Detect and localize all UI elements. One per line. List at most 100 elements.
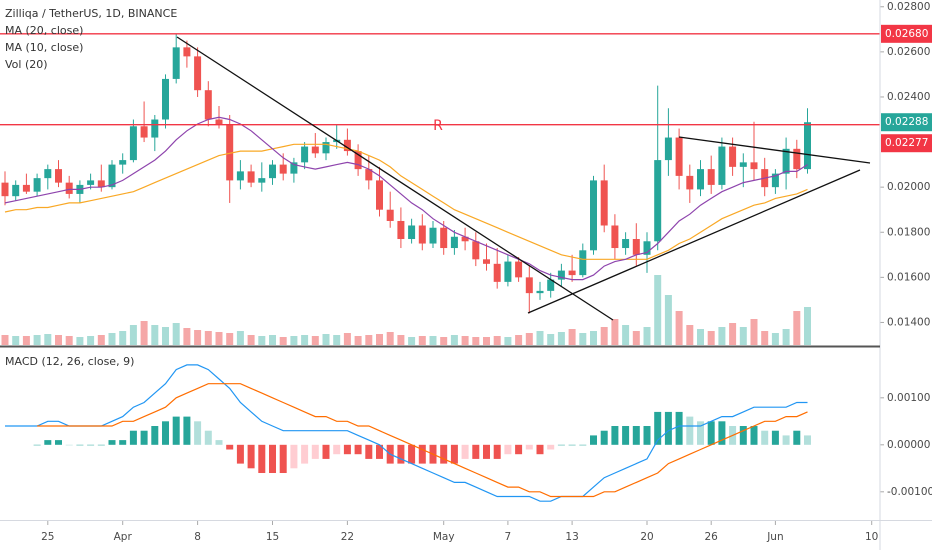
- y-tick-label: 0.01400: [887, 316, 930, 328]
- candle-body: [194, 56, 202, 91]
- volume-bar: [675, 311, 683, 345]
- candle-body: [600, 180, 608, 226]
- candle-body: [654, 160, 662, 242]
- volume-bar: [739, 327, 747, 345]
- volume-bar: [22, 336, 30, 345]
- volume-bar: [450, 335, 458, 345]
- candle-body: [408, 225, 416, 240]
- volume-bar: [76, 337, 84, 345]
- histogram-bar: [183, 416, 191, 445]
- volume-bar: [33, 335, 41, 345]
- volume-bar: [579, 333, 587, 345]
- histogram-bar: [697, 421, 704, 445]
- candle-body: [686, 175, 694, 190]
- volume-bar: [525, 333, 533, 345]
- histogram-bar: [590, 435, 597, 445]
- volume-bar: [697, 329, 704, 345]
- volume-bar: [354, 336, 362, 345]
- histogram-bar: [536, 444, 544, 455]
- volume-bar: [343, 333, 351, 345]
- volume-bar: [664, 295, 672, 345]
- histogram-bar: [557, 444, 565, 446]
- indicator-line: [37, 383, 808, 498]
- histogram-bar: [129, 430, 137, 445]
- indicator-line: [4, 116, 808, 281]
- volume-bar: [333, 335, 341, 345]
- volume-bar: [718, 327, 726, 345]
- volume-bar: [1, 335, 9, 345]
- candle-body: [365, 169, 373, 181]
- price-label: 0.02277: [885, 137, 928, 149]
- x-tick-label: May: [433, 531, 455, 543]
- histogram-bar: [44, 440, 52, 445]
- histogram-bar: [750, 426, 758, 445]
- candle-body: [311, 146, 319, 154]
- candle-body: [718, 146, 726, 185]
- candle-body: [204, 90, 212, 120]
- histogram-bar: [568, 444, 576, 446]
- histogram-bar: [194, 421, 202, 445]
- candle-body: [557, 270, 565, 280]
- histogram-bar: [493, 444, 501, 459]
- y-tick-label: 0.02400: [887, 91, 930, 103]
- candle-body: [697, 169, 704, 190]
- candle-body: [590, 180, 597, 251]
- histogram-bar: [600, 430, 608, 445]
- histogram-bar: [365, 444, 373, 459]
- candle-body: [279, 164, 287, 174]
- histogram-bar: [525, 444, 533, 450]
- price-label: 0.02680: [885, 28, 928, 40]
- volume-bar: [408, 337, 416, 345]
- y-tick-label: 0.00100: [887, 392, 930, 404]
- candle-body: [675, 137, 683, 176]
- candle-body: [65, 182, 73, 194]
- volume-bar: [12, 336, 20, 345]
- histogram-bar: [247, 444, 255, 469]
- volume-bar: [804, 307, 811, 345]
- volume-bar: [632, 331, 640, 345]
- indicator-title: MACD (12, 26, close, 9): [5, 355, 134, 368]
- candle-body: [643, 241, 651, 255]
- volume-bar: [771, 333, 779, 345]
- volume-bar: [386, 332, 394, 345]
- histogram-bar: [333, 444, 341, 455]
- volume-bar: [44, 334, 52, 345]
- legend-entry: MA (20, close): [5, 24, 83, 37]
- indicator-line: [4, 143, 808, 260]
- trend-line: [176, 36, 614, 321]
- price-label-box: [881, 134, 932, 153]
- candle-body: [386, 209, 394, 221]
- candle-body: [44, 169, 52, 179]
- candle-body: [1, 182, 9, 197]
- candle-body: [536, 290, 544, 294]
- candle-body: [461, 236, 469, 242]
- histogram-bar: [504, 444, 512, 455]
- histogram-bar: [761, 430, 769, 445]
- y-tick-label: 0.01600: [887, 271, 930, 283]
- candle-body: [450, 236, 458, 249]
- volume-bar: [236, 331, 244, 345]
- legend-entry: MA (10, close): [5, 41, 83, 54]
- candle-body: [418, 225, 426, 244]
- volume-bar: [87, 336, 95, 345]
- histogram-bar: [450, 444, 458, 464]
- candle-body: [568, 270, 576, 276]
- candle-body: [162, 78, 169, 120]
- histogram-bar: [643, 426, 651, 445]
- volume-bar: [600, 327, 608, 345]
- candle-body: [87, 180, 95, 185]
- histogram-bar: [162, 421, 169, 445]
- volume-bar: [376, 334, 383, 345]
- volume-bar: [140, 321, 148, 345]
- volume-bar: [557, 332, 565, 345]
- histogram-bar: [397, 444, 405, 464]
- histogram-bar: [172, 416, 180, 445]
- histogram-bar: [97, 444, 105, 446]
- candle-body: [804, 122, 811, 170]
- histogram-bar: [236, 444, 244, 464]
- volume-bar: [301, 335, 309, 345]
- histogram-bar: [547, 444, 555, 450]
- candle-body: [322, 142, 330, 154]
- volume-bar: [194, 330, 202, 345]
- volume-bar: [761, 331, 769, 345]
